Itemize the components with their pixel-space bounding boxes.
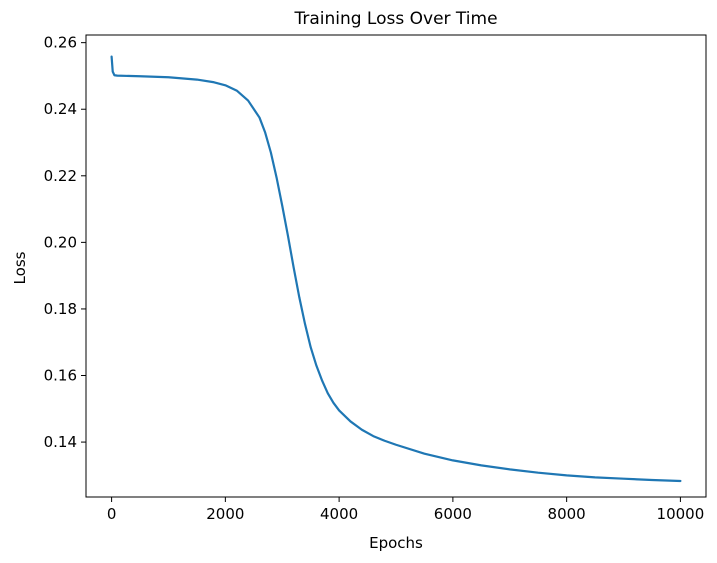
y-tick-label: 0.24	[44, 100, 77, 118]
x-tick-label: 2000	[206, 505, 244, 523]
x-tick-label: 0	[107, 505, 117, 523]
x-tick-label: 10000	[657, 505, 705, 523]
x-axis: 0 2000 4000 6000 8000 10000	[107, 497, 704, 523]
plot-area	[110, 55, 682, 483]
x-tick-label: 4000	[320, 505, 358, 523]
y-tick-label: 0.14	[44, 433, 77, 451]
y-tick-label: 0.16	[44, 367, 77, 385]
y-tick-label: 0.20	[44, 233, 77, 251]
x-tick-label: 6000	[434, 505, 472, 523]
chart-title: Training Loss Over Time	[293, 9, 497, 29]
plot-frame	[85, 34, 707, 498]
y-axis-label: Loss	[11, 251, 29, 284]
x-tick-label: 8000	[548, 505, 586, 523]
x-axis-label: Epochs	[369, 534, 423, 552]
y-axis: 0.14 0.16 0.18 0.20 0.22 0.24 0.26	[44, 34, 86, 451]
y-tick-label: 0.22	[44, 167, 77, 185]
y-tick-label: 0.26	[44, 34, 77, 52]
y-tick-label: 0.18	[44, 300, 77, 318]
loss-series-line	[110, 55, 682, 483]
